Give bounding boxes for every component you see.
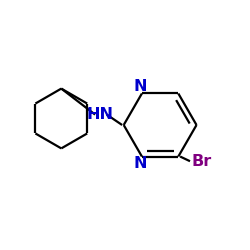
Text: N: N — [134, 156, 147, 171]
Text: N: N — [134, 79, 147, 94]
Text: Br: Br — [192, 154, 212, 169]
Text: HN: HN — [87, 107, 114, 122]
